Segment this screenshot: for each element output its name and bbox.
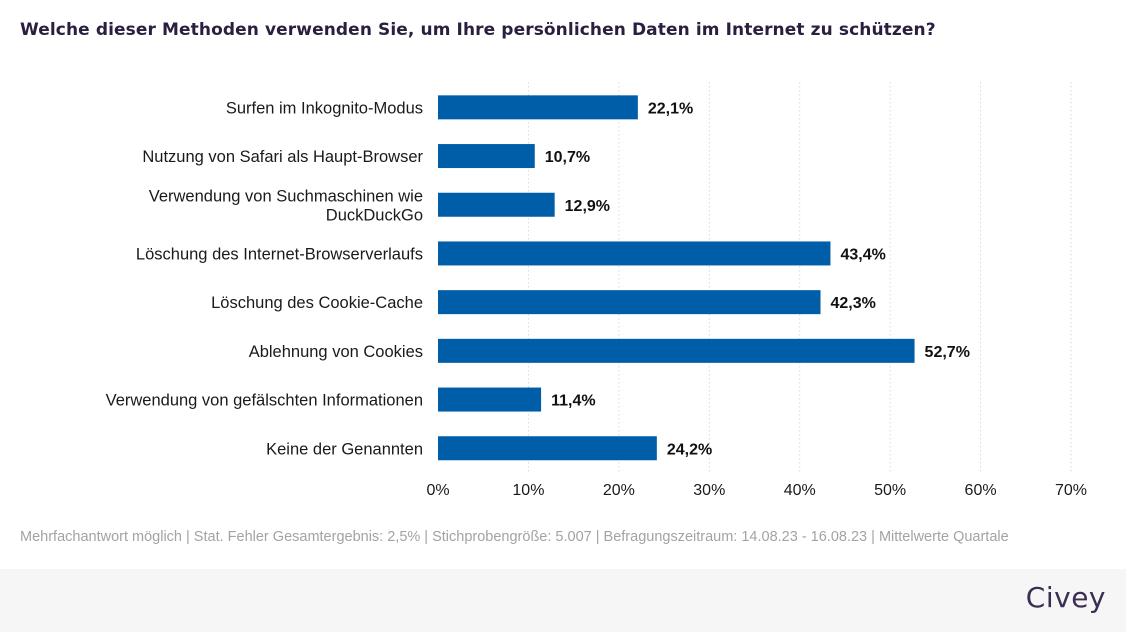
x-tick-label: 50% (874, 482, 906, 499)
civey-logo[interactable]: Civey (1025, 581, 1106, 614)
chart-title: Welche dieser Methoden verwenden Sie, um… (20, 20, 936, 40)
x-tick-label: 40% (784, 482, 816, 499)
category-label: Löschung des Internet-Browserverlaufs (136, 245, 423, 263)
data-label: 43,4% (840, 246, 885, 263)
data-label: 12,9% (565, 198, 610, 215)
bar-chart: 22,1% Surfen im Inkognito-Modus 10,7% Nutzu… (106, 82, 1087, 499)
category-label: Ablehnung von Cookies (249, 343, 423, 361)
bar (438, 338, 915, 363)
category-label: Nutzung von Safari als Haupt-Browser (142, 148, 423, 166)
category-label: Löschung des Cookie-Cache (211, 294, 423, 312)
bar (438, 95, 638, 120)
data-label: 22,1% (648, 100, 693, 117)
x-tick-label: 20% (603, 482, 635, 499)
bar (438, 192, 555, 217)
bar (438, 387, 542, 412)
x-tick-label: 70% (1055, 482, 1087, 499)
bar (438, 241, 831, 266)
data-label: 42,3% (831, 295, 876, 312)
bar (438, 144, 535, 169)
data-label: 24,2% (667, 441, 712, 458)
data-label: 11,4% (551, 393, 595, 410)
bar (438, 436, 657, 461)
category-label: DuckDuckGo (326, 206, 423, 224)
data-label: 10,7% (545, 149, 590, 166)
category-label: Verwendung von gefälschten Informationen (106, 392, 423, 410)
footer-bar: Civey (0, 569, 1126, 632)
footnote: Mehrfachantwort möglich | Stat. Fehler G… (20, 529, 1009, 545)
category-label: Keine der Genannten (266, 440, 423, 458)
data-label: 52,7% (925, 344, 970, 361)
x-tick-label: 10% (512, 482, 544, 499)
x-tick-label: 30% (693, 482, 725, 499)
x-tick-label: 0% (426, 482, 449, 499)
x-tick-label: 60% (965, 482, 997, 499)
category-label: Surfen im Inkognito-Modus (226, 99, 423, 117)
category-label: Verwendung von Suchmaschinen wie (149, 187, 423, 205)
bar (438, 290, 821, 315)
